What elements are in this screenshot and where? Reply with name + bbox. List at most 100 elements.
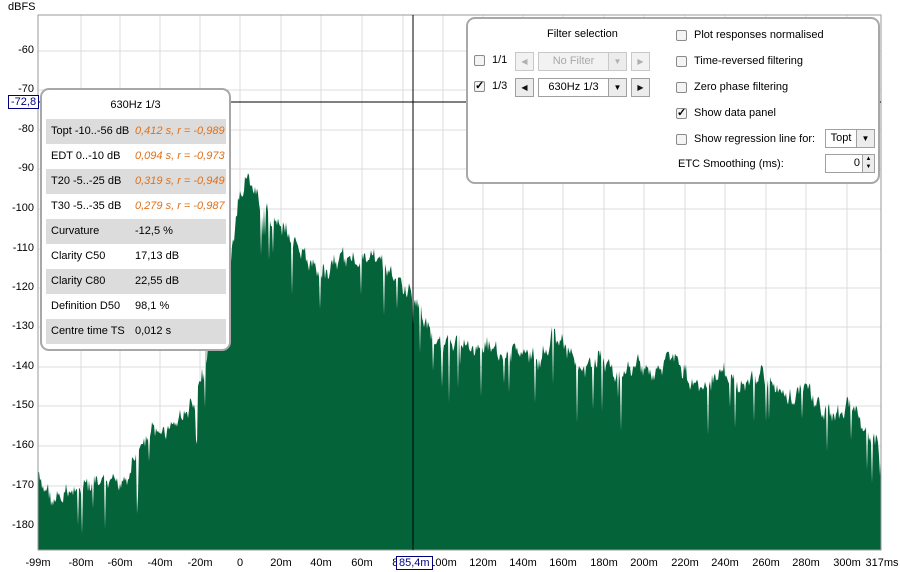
data-panel-row: Curvature -12,5 % <box>46 219 226 244</box>
data-panel-row-value: 0,319 s, r = -0,949 <box>135 175 225 187</box>
data-panel-row-label: Clarity C50 <box>51 250 106 262</box>
arrow-right-icon: ▶ <box>637 57 644 66</box>
y-tick-label: -110 <box>12 242 34 254</box>
y-tick-label: -100 <box>11 202 34 214</box>
arrow-left-icon: ◀ <box>521 57 528 66</box>
x-tick-label: -40m <box>147 557 173 569</box>
etc-smoothing-value: 0 <box>853 157 860 169</box>
data-panel-row-label: T20 -5..-25 dB <box>51 175 122 187</box>
spinner-arrows-icon[interactable]: ▲ ▼ <box>862 155 874 172</box>
x-tick-label: 160m <box>549 557 577 569</box>
data-panel-row: EDT 0..-10 dB 0,094 s, r = -0,973 <box>46 144 226 169</box>
octave-next-button[interactable]: ▶ <box>631 52 650 71</box>
x-tick-label: 240m <box>711 557 739 569</box>
chevron-down-icon: ▼ <box>856 130 874 147</box>
octave-label: 1/1 <box>492 54 508 66</box>
data-panel-row-label: Topt -10..-56 dB <box>51 125 130 137</box>
data-panel-row: Centre time TS 0,012 s <box>46 319 226 344</box>
x-tick-label: 280m <box>792 557 820 569</box>
data-panel-row-label: Clarity C80 <box>51 275 106 287</box>
third-prev-button[interactable]: ◀ <box>515 78 534 97</box>
x-tick-label: 317ms <box>865 557 899 569</box>
y-tick-label: -120 <box>11 281 34 293</box>
cursor-x-readout: 85,4m <box>396 556 433 570</box>
third-octave-checkbox[interactable]: ✓ <box>474 80 485 92</box>
x-tick-label: 260m <box>752 557 780 569</box>
filter-selection-heading: Filter selection <box>547 28 618 40</box>
data-panel-row: Clarity C50 17,13 dB <box>46 244 226 269</box>
x-tick-label: 0 <box>236 557 244 569</box>
data-panel-row-value: 0,412 s, r = -0,989 <box>135 125 225 137</box>
option-checkbox[interactable] <box>676 30 687 41</box>
option-checkbox[interactable] <box>676 56 687 67</box>
x-tick-label: 40m <box>310 557 332 569</box>
y-tick-label: -170 <box>11 479 34 491</box>
filter-panel: Filter selection 1/1 ◀ No Filter ▼ ▶ ✓ 1… <box>466 17 880 184</box>
y-tick-label: -70 <box>18 83 34 95</box>
x-tick-label: 200m <box>630 557 658 569</box>
data-panel-row-label: Curvature <box>51 225 100 237</box>
x-tick-label: 140m <box>509 557 537 569</box>
y-tick-label: -80 <box>18 123 34 135</box>
x-tick-label: 100m <box>429 557 457 569</box>
data-panel-row: T30 -5..-35 dB 0,279 s, r = -0,987 <box>46 194 226 219</box>
third-filter-value: 630Hz 1/3 <box>548 81 599 93</box>
third-filter-select[interactable]: 630Hz 1/3 ▼ <box>538 78 627 97</box>
option-label: Show regression line for: <box>694 133 816 145</box>
cursor-y-readout: -72,8 <box>8 95 40 109</box>
x-tick-label: 60m <box>351 557 373 569</box>
data-panel-row: Topt -10..-56 dB 0,412 s, r = -0,989 <box>46 119 226 144</box>
data-panel-row-value: 17,13 dB <box>135 250 180 262</box>
data-panel-row-value: 22,55 dB <box>135 275 180 287</box>
etc-smoothing-spinner[interactable]: 0 ▲ ▼ <box>825 154 875 173</box>
data-panel: 630Hz 1/3 Topt -10..-56 dB 0,412 s, r = -… <box>40 88 231 351</box>
x-tick-label: -99m <box>25 557 51 569</box>
data-panel-row-label: Definition D50 <box>51 300 121 312</box>
option-checkbox[interactable] <box>676 134 687 145</box>
option-label: Plot responses normalised <box>694 29 824 41</box>
x-tick-label: 220m <box>671 557 699 569</box>
y-tick-label: -140 <box>11 360 34 372</box>
option-checkbox[interactable]: ✓ <box>676 107 687 119</box>
y-tick-label: -60 <box>18 44 34 56</box>
etc-smoothing-label: ETC Smoothing (ms): <box>678 158 784 170</box>
plot-frame <box>37 14 882 551</box>
data-panel-row-label: T30 -5..-35 dB <box>51 200 122 212</box>
arrow-right-icon: ▶ <box>637 83 644 92</box>
option-label: Time-reversed filtering <box>694 55 804 67</box>
y-tick-label: -130 <box>11 320 34 332</box>
third-next-button[interactable]: ▶ <box>631 78 650 97</box>
y-axis-unit: dBFS <box>8 1 36 13</box>
option-label: Zero phase filtering <box>694 81 789 93</box>
octave-filter-select[interactable]: No Filter ▼ <box>538 52 627 71</box>
y-tick-label: -160 <box>11 439 34 451</box>
y-tick-label: -180 <box>11 519 34 531</box>
x-tick-label: 120m <box>469 557 497 569</box>
data-panel-row-value: -12,5 % <box>135 225 173 237</box>
octave-filter-value: No Filter <box>552 55 595 67</box>
etc-response-fill <box>38 173 881 550</box>
data-panel-row: Clarity C80 22,55 dB <box>46 269 226 294</box>
data-panel-row-label: Centre time TS <box>51 325 125 337</box>
data-panel-row-value: 98,1 % <box>135 300 170 312</box>
x-tick-label: 180m <box>590 557 618 569</box>
x-tick-label: -60m <box>107 557 133 569</box>
x-tick-label: -20m <box>187 557 213 569</box>
third-octave-label: 1/3 <box>492 80 508 92</box>
x-tick-label: -80m <box>68 557 94 569</box>
regression-line-select[interactable]: Topt ▼ <box>825 129 875 148</box>
data-panel-row-label: EDT 0..-10 dB <box>51 150 121 162</box>
option-label: Show data panel <box>694 107 776 119</box>
data-panel-row-value: 0,012 s <box>135 325 172 337</box>
data-panel-row: Definition D50 98,1 % <box>46 294 226 319</box>
option-checkbox[interactable] <box>676 82 687 93</box>
octave-prev-button[interactable]: ◀ <box>515 52 534 71</box>
data-panel-row: T20 -5..-25 dB 0,319 s, r = -0,949 <box>46 169 226 194</box>
y-tick-label: -90 <box>18 162 34 174</box>
x-tick-label: 20m <box>270 557 292 569</box>
x-tick-label: 300m <box>833 557 861 569</box>
y-tick-label: -150 <box>11 399 34 411</box>
data-panel-row-value: 0,279 s, r = -0,987 <box>135 200 225 212</box>
octave-checkbox[interactable] <box>474 55 485 66</box>
data-panel-row-value: 0,094 s, r = -0,973 <box>135 150 225 162</box>
